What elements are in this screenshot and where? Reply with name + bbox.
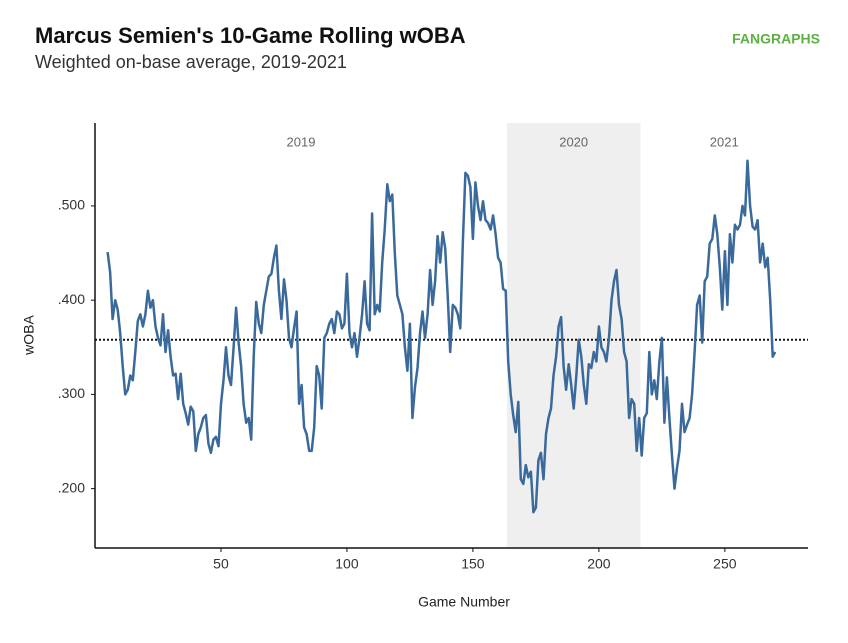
chart-title: Marcus Semien's 10-Game Rolling wOBA <box>35 23 466 48</box>
region-label: 2019 <box>287 134 316 149</box>
y-tick-label: .500 <box>58 197 85 213</box>
logo: FANGRAPHS <box>732 31 820 47</box>
x-axis-label: Game Number <box>418 594 510 610</box>
x-tick-label: 200 <box>587 556 611 572</box>
x-tick-label: 250 <box>713 556 737 572</box>
y-tick-label: .400 <box>58 291 85 307</box>
y-tick-label: .200 <box>58 479 85 495</box>
y-axis-label: wOBA <box>21 315 37 356</box>
x-tick-label: 100 <box>335 556 359 572</box>
region-label: 2021 <box>710 134 739 149</box>
x-tick-label: 50 <box>213 556 229 572</box>
x-tick-label: 150 <box>461 556 485 572</box>
region-label: 2020 <box>559 134 588 149</box>
y-tick-label: .300 <box>58 385 85 401</box>
region-shade <box>506 123 641 548</box>
chart-subtitle: Weighted on-base average, 2019-2021 <box>35 52 347 72</box>
data-line <box>106 159 777 514</box>
